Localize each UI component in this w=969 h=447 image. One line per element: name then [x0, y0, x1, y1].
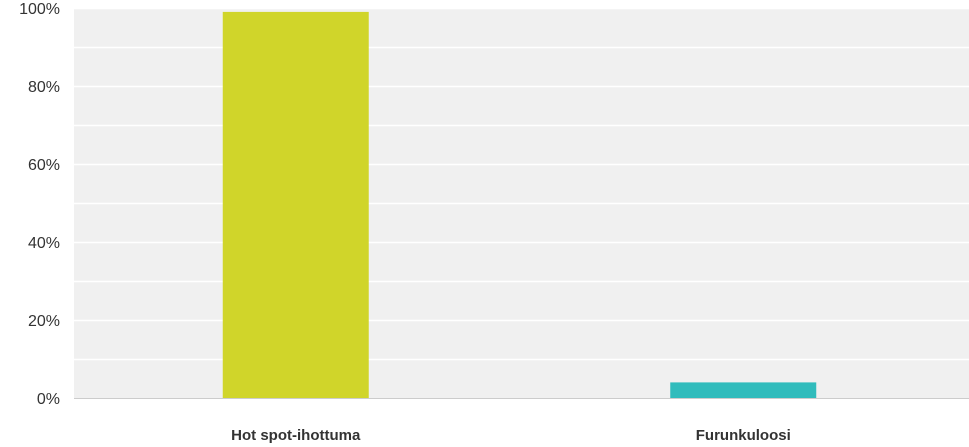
- bar-1: [222, 11, 369, 399]
- y-tick-label: 80%: [28, 79, 60, 96]
- y-tick-label: 40%: [28, 235, 60, 252]
- y-tick-label: 60%: [28, 157, 60, 174]
- bar-2: [670, 382, 817, 398]
- y-tick-label: 20%: [28, 313, 60, 330]
- bars: [222, 11, 817, 399]
- x-tick-label: Hot spot-ihottuma: [231, 427, 361, 444]
- y-tick-label: 100%: [19, 1, 60, 18]
- y-tick-label: 0%: [37, 391, 60, 408]
- x-tick-label: Furunkuloosi: [696, 427, 791, 444]
- y-tick-labels: 0% 20% 40% 60% 80% 100%: [19, 1, 60, 408]
- x-tick-labels: Hot spot-ihottuma Furunkuloosi: [231, 427, 791, 444]
